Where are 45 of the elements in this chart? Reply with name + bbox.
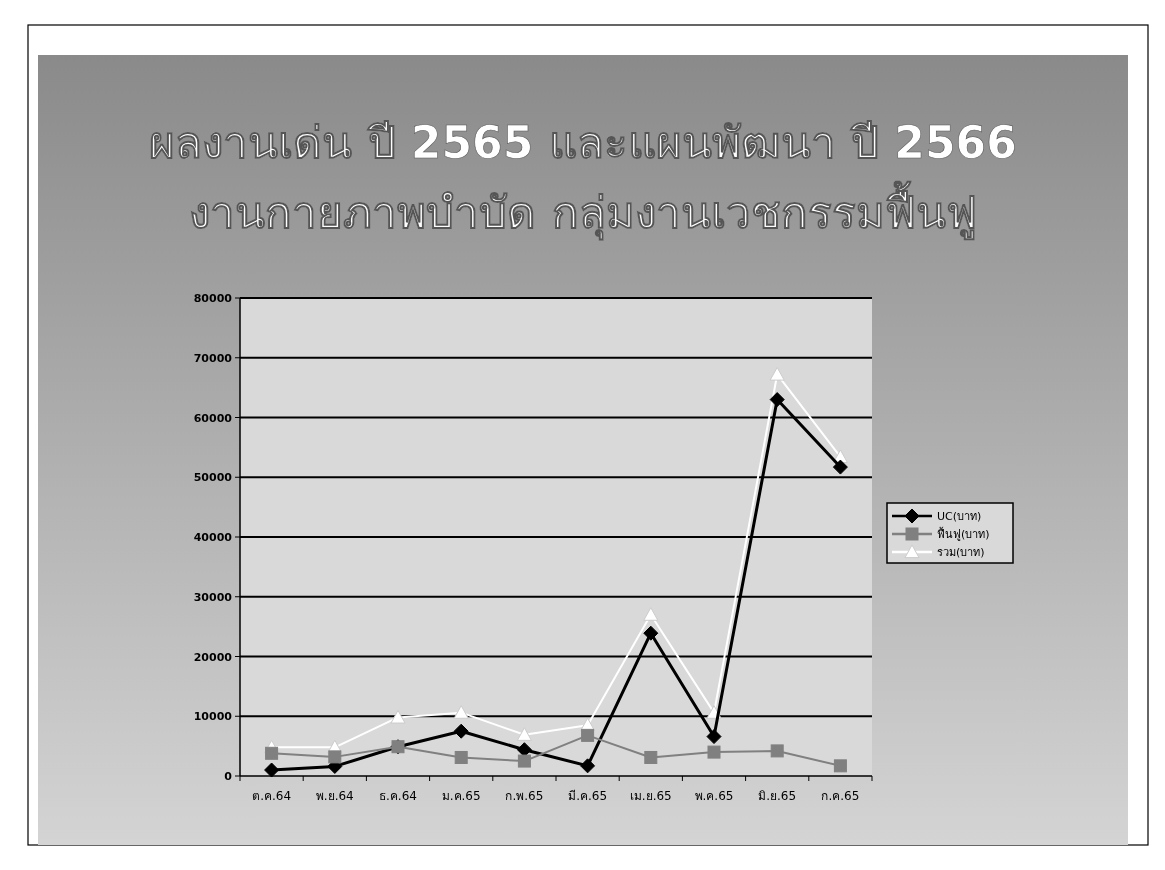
x-tick-label: ก.ค.65 [821,789,860,803]
x-tick-label: ธ.ค.64 [379,789,417,803]
y-tick-label: 60000 [193,411,233,425]
point [264,762,280,778]
legend-label: รวม(บาท) [937,546,985,559]
point [706,729,722,745]
point [769,392,785,408]
y-tick-label: 0 [224,770,233,783]
point [390,709,406,724]
point [643,607,659,621]
y-tick-label: 80000 [193,292,233,305]
chart-title: ผลงานเด่น ปี 2565 และแผนพัฒนา ปี 2566 [149,117,1017,168]
y-tick-label: 70000 [193,351,233,365]
point [328,750,342,764]
y-tick-label: 30000 [193,590,233,604]
point [770,744,784,758]
y-tick-label: 20000 [193,650,233,664]
x-tick-label: ม.ค.65 [441,789,481,803]
y-tick-label: 40000 [193,531,233,544]
chart-subtitle: งานกายภาพบำบัด กลุ่มงานเวชกรรมฟื้นฟู [189,180,977,241]
x-tick-label: เม.ย.65 [629,789,672,803]
point [454,750,468,764]
point [581,728,595,742]
x-tick-label: มิ.ย.65 [758,789,797,803]
point [832,459,848,475]
point [833,759,847,773]
x-tick-label: ต.ค.64 [252,789,292,803]
point [453,705,469,719]
point [769,366,785,381]
x-tick-label: มี.ค.65 [568,789,608,803]
point [453,723,469,739]
y-tick-label: 50000 [193,471,233,485]
point [516,727,532,741]
legend-label: UC(บาท) [937,510,982,523]
point [265,746,279,760]
y-tick-label: 10000 [193,710,233,724]
point [644,750,658,764]
point [517,754,531,768]
x-tick-label: พ.ค.65 [694,789,734,803]
point [643,625,659,641]
point [707,745,721,759]
point [580,758,596,774]
x-tick-label: พ.ย.64 [315,789,354,803]
x-tick-label: ก.พ.65 [505,789,544,803]
legend-label: ฟื้นฟู(บาท) [937,526,990,541]
